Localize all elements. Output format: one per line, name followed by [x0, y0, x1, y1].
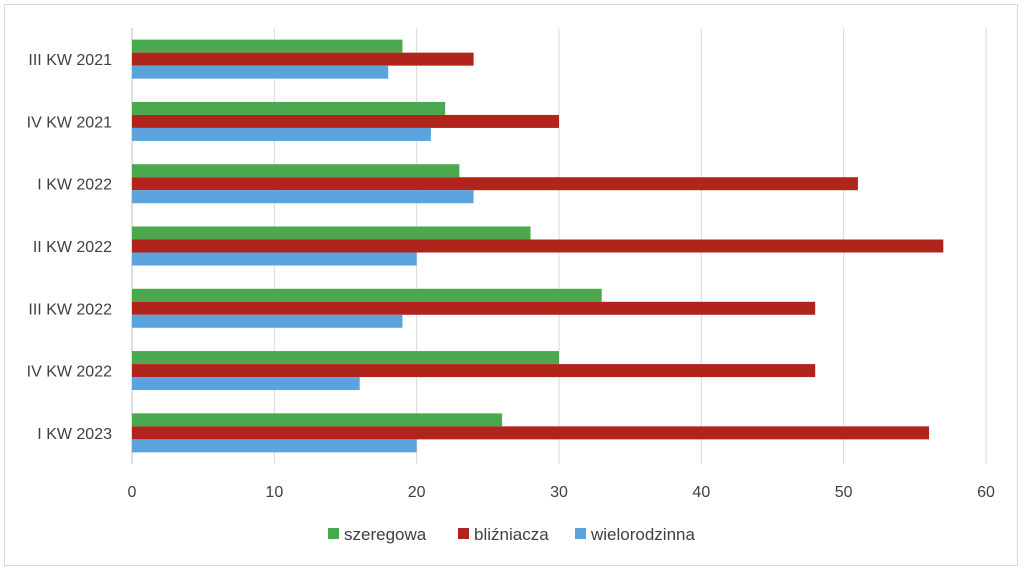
legend-label: szeregowa [344, 525, 427, 544]
bar-szeregowa-2 [132, 164, 460, 178]
bar-bliźniacza-6 [132, 426, 930, 440]
x-tick-label: 60 [977, 484, 995, 501]
bar-bliźniacza-5 [132, 364, 816, 378]
bar-szeregowa-3 [132, 226, 531, 240]
bar-wielorodzinna-0 [132, 65, 389, 79]
chart-frame [4, 4, 1018, 566]
x-tick-label: 40 [692, 484, 710, 501]
legend-swatch-1 [458, 528, 469, 539]
bar-wielorodzinna-2 [132, 190, 474, 204]
legend-label: bliźniacza [474, 525, 549, 544]
bar-bliźniacza-0 [132, 52, 474, 66]
bar-wielorodzinna-3 [132, 252, 417, 266]
bar-bliźniacza-4 [132, 301, 816, 315]
bar-wielorodzinna-1 [132, 127, 431, 141]
bar-wielorodzinna-4 [132, 314, 403, 328]
bar-bliźniacza-2 [132, 177, 858, 191]
legend-label: wielorodzinna [590, 525, 695, 544]
x-tick-label: 50 [835, 484, 853, 501]
y-tick-label: I KW 2023 [37, 426, 112, 443]
bar-wielorodzinna-6 [132, 439, 417, 453]
bar-szeregowa-0 [132, 39, 403, 53]
x-tick-label: 20 [408, 484, 426, 501]
y-tick-label: IV KW 2022 [27, 364, 112, 381]
y-tick-label: II KW 2022 [33, 239, 112, 256]
y-tick-label: III KW 2022 [28, 301, 112, 318]
bar-szeregowa-6 [132, 413, 503, 427]
x-tick-label: 0 [128, 484, 137, 501]
y-tick-label: I KW 2022 [37, 177, 112, 194]
bar-szeregowa-5 [132, 351, 559, 365]
legend-swatch-0 [328, 528, 339, 539]
x-tick-label: 30 [550, 484, 568, 501]
legend-swatch-2 [575, 528, 586, 539]
y-tick-label: III KW 2021 [28, 52, 112, 69]
bar-bliźniacza-3 [132, 239, 944, 253]
x-tick-label: 10 [265, 484, 283, 501]
bar-bliźniacza-1 [132, 114, 559, 128]
y-tick-label: IV KW 2021 [27, 114, 112, 131]
bar-szeregowa-4 [132, 288, 602, 302]
bar-wielorodzinna-5 [132, 377, 360, 391]
bar-szeregowa-1 [132, 101, 446, 115]
